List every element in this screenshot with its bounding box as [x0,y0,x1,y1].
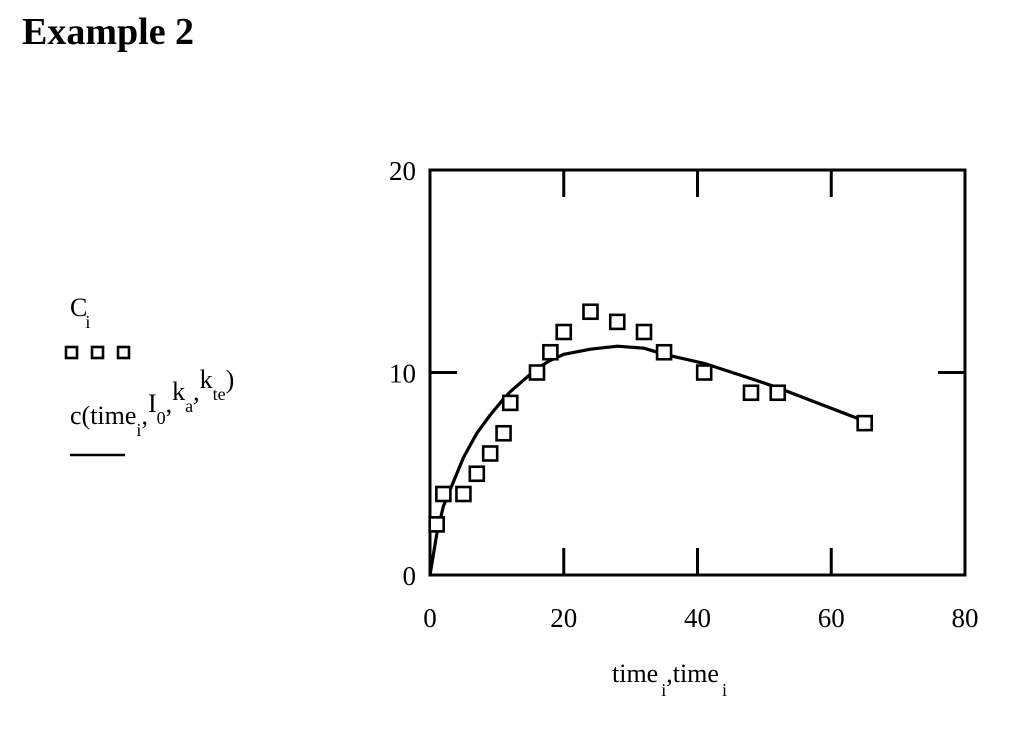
y-tick-label: 0 [403,561,417,591]
data-point [769,384,787,402]
y-tick-label: 20 [389,156,416,186]
x-label-part-b: time [673,659,719,688]
tick-labels: 0 20 40 60 80 0 10 20 [389,156,979,633]
y-label-series1-sub: i [85,312,90,332]
data-point [856,414,873,432]
data-point [468,465,486,483]
x-tick-label: 20 [550,603,577,633]
x-axis-label: timei,timei [612,659,727,700]
data-point [455,485,472,503]
x-tick-label: 40 [684,603,711,633]
x-label-part-a-sub: i [661,680,666,700]
x-label-part-a: time [612,659,658,688]
data-point [635,323,653,341]
x-tick-label: 60 [818,603,845,633]
svg-text:Ci: Ci [70,293,90,332]
x-label-sep: , [666,659,673,688]
data-point [608,313,626,331]
y-label-series1: C [70,293,87,322]
x-label-part-b-sub: i [722,680,727,700]
data-point [481,445,499,462]
axis-ticks [430,170,965,575]
data-point [542,343,559,361]
y-axis-label: Ci c(timei,I0,ka,kte) [64,293,234,457]
page-title: Example 2 [22,11,195,53]
data-point [695,364,713,381]
y-label-series1-marker [64,345,131,360]
data-point [495,424,512,442]
data-point [582,303,599,321]
data-point [655,343,673,361]
x-tick-label: 0 [423,603,437,633]
y-label-series2: c(timei,I0,ka,kte) [70,365,234,440]
series-points [428,303,873,533]
data-point [501,394,519,412]
x-tick-label: 80 [952,603,979,633]
data-point [528,364,546,381]
data-point [555,323,573,341]
data-point [435,485,452,503]
data-point [428,516,445,533]
y-tick-label: 10 [389,359,416,389]
data-point [742,384,760,402]
